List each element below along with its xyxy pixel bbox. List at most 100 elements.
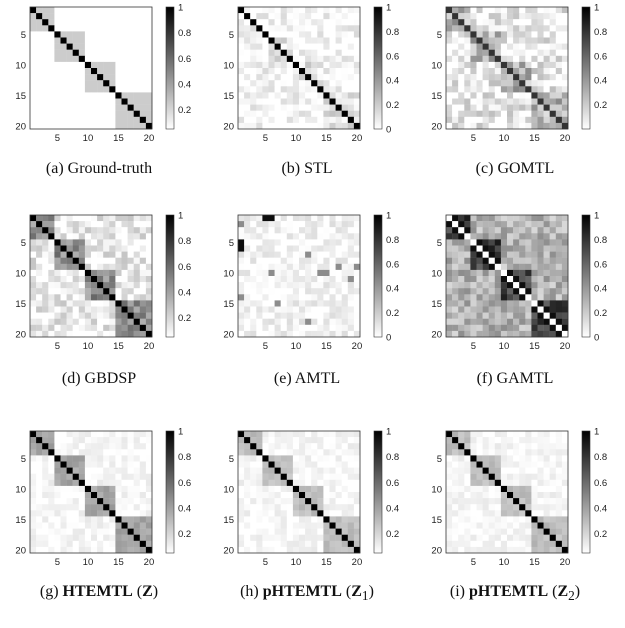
heatmap-cell	[103, 288, 110, 295]
heatmap-cell	[244, 221, 251, 228]
heatmap-cell	[458, 37, 465, 44]
heatmap-cell	[347, 19, 355, 26]
heatmap-cell	[262, 522, 269, 529]
heatmap-cell	[91, 68, 98, 75]
heatmap-cell	[292, 461, 300, 468]
heatmap-cell	[72, 540, 79, 548]
heatmap-cell	[274, 546, 281, 554]
heatmap-cell	[268, 61, 275, 69]
heatmap-cell	[452, 227, 459, 234]
heatmap-cell	[292, 330, 300, 338]
heatmap-cell	[139, 43, 147, 50]
heatmap-cell	[127, 282, 134, 289]
heatmap-cell	[464, 461, 471, 468]
heatmap-cell	[482, 92, 489, 99]
heatmap-cell	[482, 330, 489, 338]
heatmap-cell	[549, 122, 556, 130]
heatmap-cell	[525, 516, 532, 523]
heatmap-cell	[476, 37, 483, 44]
heatmap-cell	[36, 431, 43, 438]
heatmap-cell	[519, 122, 526, 130]
heatmap-cell	[48, 122, 55, 130]
heatmap-cell	[30, 485, 37, 493]
heatmap-cell	[78, 312, 86, 319]
heatmap-cell	[36, 473, 43, 480]
heatmap-cell	[458, 479, 465, 487]
heatmap-cell	[482, 245, 489, 252]
heatmap-cell	[139, 104, 147, 111]
heatmap-cell	[317, 239, 324, 246]
heatmap-cell	[78, 479, 86, 487]
heatmap-cell	[262, 245, 269, 252]
heatmap-cell	[470, 251, 477, 258]
heatmap-cell	[72, 25, 79, 32]
heatmap-cell	[537, 306, 544, 313]
heatmap-cell	[476, 74, 483, 81]
heatmap-cell	[329, 13, 336, 20]
heatmap-cell	[256, 288, 263, 295]
heatmap-cell	[470, 443, 477, 450]
heatmap-cell	[286, 227, 294, 234]
heatmap-cell	[531, 306, 538, 313]
heatmap-cell	[329, 510, 336, 517]
heatmap-cell	[78, 528, 86, 535]
heatmap-cell	[500, 449, 508, 456]
heatmap-cell	[139, 276, 147, 283]
heatmap-cell	[335, 528, 342, 535]
heatmap-cell	[48, 98, 55, 105]
heatmap-cell	[84, 7, 92, 14]
heatmap-cell	[500, 306, 508, 313]
heatmap-cell	[250, 312, 257, 319]
heatmap-cell	[42, 116, 49, 124]
heatmap-cell	[292, 80, 300, 87]
heatmap-cell	[109, 239, 116, 246]
heatmap-cell	[91, 455, 98, 462]
heatmap-cell	[299, 300, 306, 307]
heatmap-cell	[286, 257, 294, 264]
heatmap-cell	[494, 485, 502, 493]
heatmap-cell	[292, 516, 300, 523]
heatmap-cell	[78, 227, 86, 234]
heatmap-cell	[54, 431, 61, 438]
colorbar-tick-label: 0.6	[178, 262, 191, 273]
heatmap-cell	[323, 68, 330, 75]
heatmap-cell	[476, 251, 483, 258]
heatmap-cell	[452, 74, 459, 81]
heatmap-cell	[555, 55, 563, 63]
heatmap-cell	[36, 68, 43, 75]
heatmap-cell	[109, 546, 116, 554]
heatmap-cell	[60, 492, 67, 499]
heatmap-cell	[464, 25, 471, 32]
y-tick-label: 20	[15, 545, 26, 556]
heatmap-cell	[292, 110, 300, 117]
heatmap-cell	[250, 74, 257, 81]
heatmap-cell	[488, 227, 495, 234]
heatmap-cell	[66, 306, 73, 313]
heatmap-cell	[549, 49, 556, 56]
heatmap-cell	[329, 318, 336, 325]
caption-prefix: (c)	[475, 160, 494, 177]
heatmap-cell	[519, 80, 526, 87]
heatmap-cell	[244, 245, 251, 252]
heatmap-cell	[48, 43, 55, 50]
heatmap-cell	[60, 522, 67, 529]
heatmap-cell	[353, 13, 361, 20]
heatmap-cell	[458, 86, 465, 93]
heatmap-cell	[268, 300, 275, 307]
heatmap-cell	[115, 239, 122, 246]
heatmap-cell	[262, 540, 269, 548]
heatmap-cell	[347, 92, 355, 99]
heatmap-cell	[54, 306, 61, 313]
heatmap-cell	[78, 485, 86, 493]
heatmap-cell	[555, 221, 563, 228]
heatmap-cell	[537, 461, 544, 468]
heatmap-cell	[36, 263, 43, 271]
heatmap-cell	[458, 116, 465, 124]
heatmap-cells	[238, 431, 361, 554]
heatmap-cell	[335, 55, 342, 63]
heatmap-cell	[513, 80, 520, 87]
heatmap-cell	[286, 294, 294, 301]
heatmap-cell	[42, 98, 49, 105]
heatmap-cell	[476, 294, 483, 301]
heatmap-cell	[286, 221, 294, 228]
